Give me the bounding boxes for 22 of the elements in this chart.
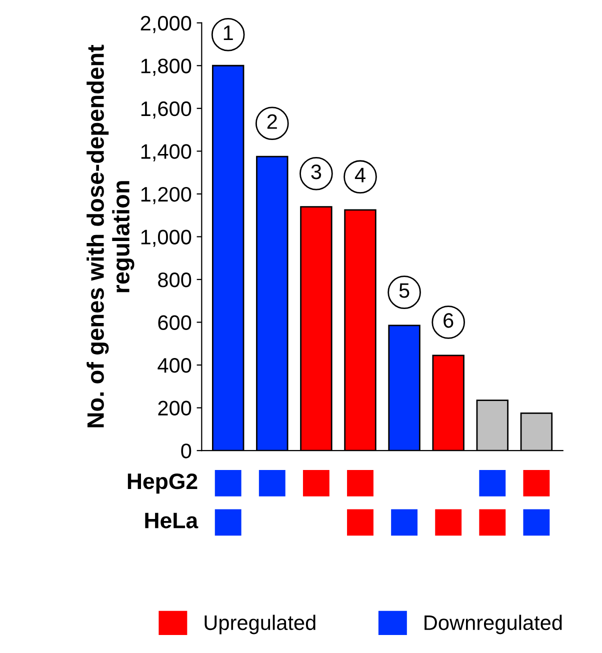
- annotation: 4: [354, 168, 366, 182]
- annotation: 6: [444, 313, 454, 328]
- y-tick-label: 800: [158, 272, 192, 288]
- y-axis-title: No. of genes with dose-dependent regulation: [86, 44, 134, 428]
- y-tick-label: 1,400: [141, 144, 192, 162]
- y-tick-label: 0: [181, 444, 192, 458]
- y-tick-label: 1,800: [141, 58, 192, 76]
- annotation: 1: [224, 26, 233, 40]
- y-axis-title: HepG2: [128, 473, 198, 494]
- legend-label: Upregulated: [204, 614, 316, 634]
- y-tick-label: 1,200: [141, 186, 192, 204]
- annotation: 2: [267, 114, 277, 129]
- y-tick-label: 1,600: [141, 101, 192, 119]
- annotation: 3: [311, 164, 322, 180]
- y-tick-label: 200: [158, 400, 192, 416]
- y-tick-label: 400: [158, 358, 192, 373]
- y-axis-title: HeLa: [145, 512, 198, 528]
- y-tick-label: 600: [158, 315, 192, 330]
- annotation: 5: [399, 283, 410, 298]
- y-tick-label: 1,000: [141, 230, 192, 247]
- legend-label: Downregulated: [424, 614, 562, 634]
- y-tick-label: 2,000: [140, 16, 192, 34]
